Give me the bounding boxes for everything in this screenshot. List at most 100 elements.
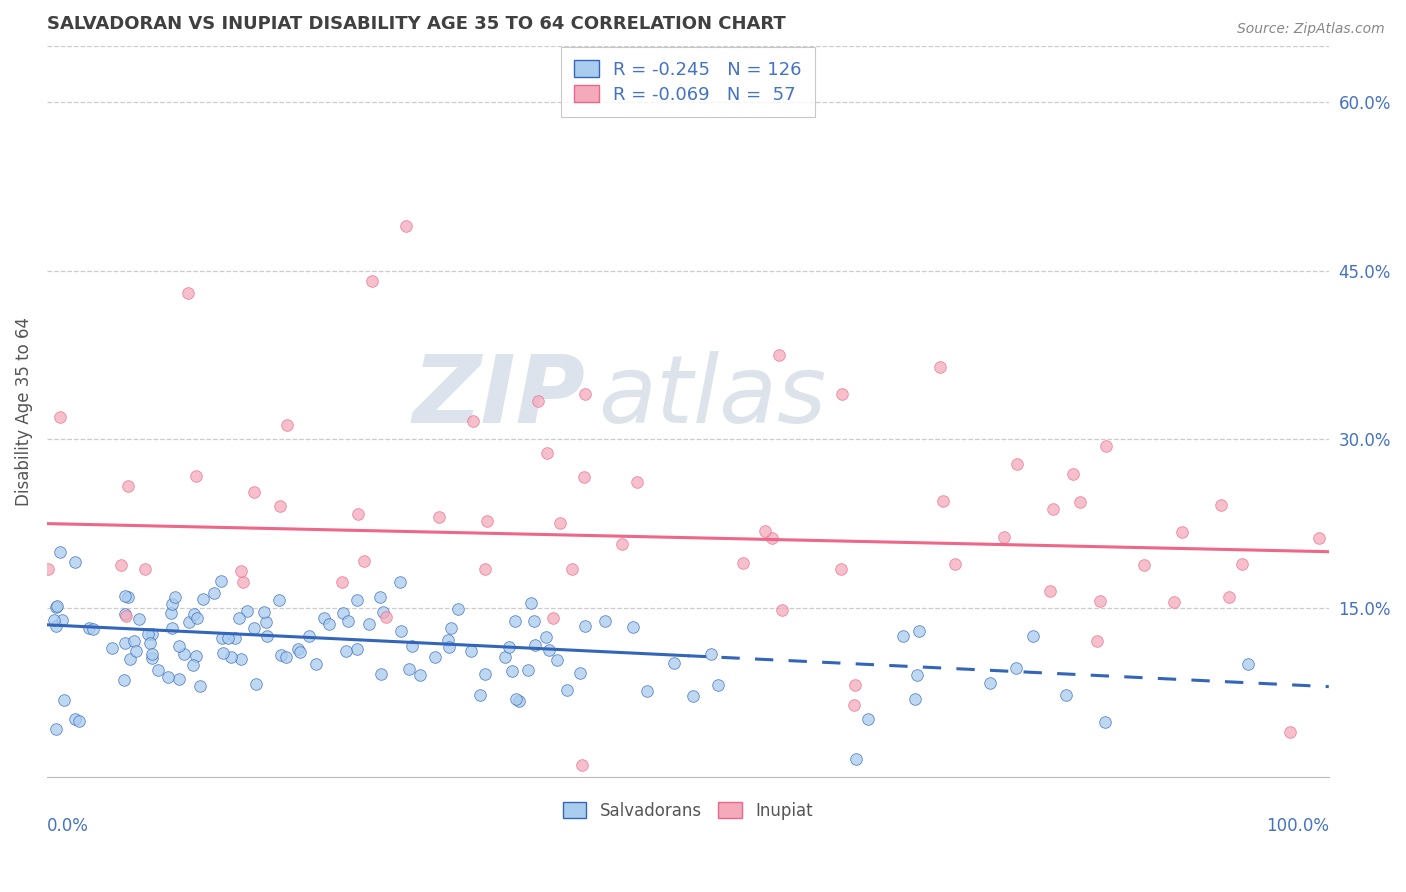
Point [314,611,336,625]
Point [141,651,163,665]
Point [527,394,550,409]
Point [184,468,207,483]
Point [1042,502,1064,516]
Point [664,656,686,670]
Point [177,286,200,301]
Point [537,642,560,657]
Point [117,591,139,605]
Point [891,629,914,643]
Point [754,524,776,538]
Point [1021,629,1043,643]
Point [682,689,704,703]
Point [943,558,966,572]
Point [1005,660,1028,674]
Point [114,636,136,650]
Point [224,631,246,645]
Point [191,591,214,606]
Point [474,667,496,681]
Point [117,478,139,492]
Point [574,619,596,633]
Point [844,698,866,713]
Point [979,676,1001,690]
Point [125,644,148,658]
Point [621,619,644,633]
Point [217,632,239,646]
Point [254,615,277,629]
Point [167,639,190,653]
Point [626,475,648,489]
Point [202,586,225,600]
Point [184,648,207,663]
Point [221,649,243,664]
Point [173,647,195,661]
Point [141,648,163,662]
Point [353,554,375,568]
Point [100,641,122,656]
Point [612,537,634,551]
Point [124,634,146,648]
Point [357,616,380,631]
Point [209,574,232,589]
Point [136,627,159,641]
Point [114,607,136,621]
Point [49,545,72,559]
Point [474,562,496,576]
Point [498,640,520,654]
Point [298,629,321,643]
Point [1132,558,1154,573]
Point [523,614,546,628]
Point [134,562,156,576]
Point [568,665,591,680]
Point [593,614,616,628]
Point [211,631,233,645]
Point [253,605,276,619]
Point [993,530,1015,544]
Point [1069,494,1091,508]
Point [183,607,205,622]
Point [212,646,235,660]
Point [1237,657,1260,672]
Point [1163,595,1185,609]
Point [45,600,67,615]
Point [761,531,783,545]
Point [276,418,298,433]
Point [1211,498,1233,512]
Point [375,609,398,624]
Point [401,639,423,653]
Point [541,611,564,625]
Point [346,642,368,657]
Point [370,590,392,604]
Point [1279,724,1302,739]
Text: atlas: atlas [598,351,827,442]
Point [546,653,568,667]
Point [243,485,266,500]
Point [423,650,446,665]
Point [42,614,65,628]
Point [437,633,460,648]
Point [181,658,204,673]
Point [548,516,571,530]
Point [494,650,516,665]
Point [335,644,357,658]
Point [1062,467,1084,481]
Point [229,652,252,666]
Point [45,723,67,737]
Point [1094,439,1116,453]
Point [572,469,595,483]
Point [571,758,593,772]
Point [110,558,132,572]
Point [636,684,658,698]
Point [461,414,484,428]
Point [508,694,530,708]
Point [167,673,190,687]
Point [318,616,340,631]
Point [371,606,394,620]
Y-axis label: Disability Age 35 to 64: Disability Age 35 to 64 [15,317,32,506]
Point [51,613,73,627]
Point [561,562,583,576]
Point [707,678,730,692]
Text: SALVADORAN VS INUPIAT DISABILITY AGE 35 TO 64 CORRELATION CHART: SALVADORAN VS INUPIAT DISABILITY AGE 35 … [46,15,786,33]
Point [520,596,543,610]
Point [269,499,291,513]
Point [330,574,353,589]
